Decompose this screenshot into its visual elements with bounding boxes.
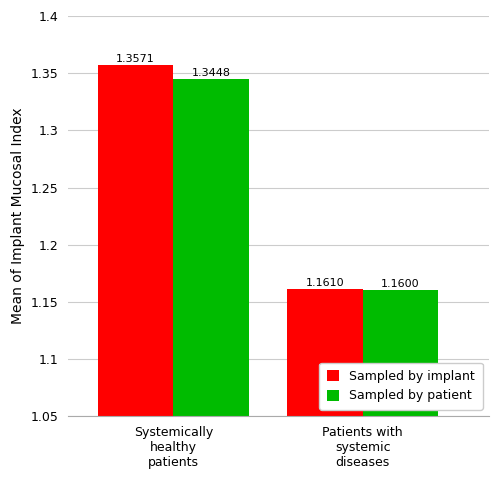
Text: 1.1600: 1.1600 — [381, 279, 420, 289]
Bar — [362, 290, 438, 416]
Text: 1.3571: 1.3571 — [116, 54, 155, 64]
Bar — [174, 79, 249, 416]
Legend: Sampled by implant, Sampled by patient: Sampled by implant, Sampled by patient — [320, 363, 482, 410]
Text: 1.1610: 1.1610 — [306, 278, 344, 288]
Bar — [98, 65, 174, 416]
Y-axis label: Mean of Implant Mucosal Index: Mean of Implant Mucosal Index — [11, 108, 25, 324]
Bar — [287, 289, 362, 416]
Text: 1.3448: 1.3448 — [192, 68, 231, 78]
